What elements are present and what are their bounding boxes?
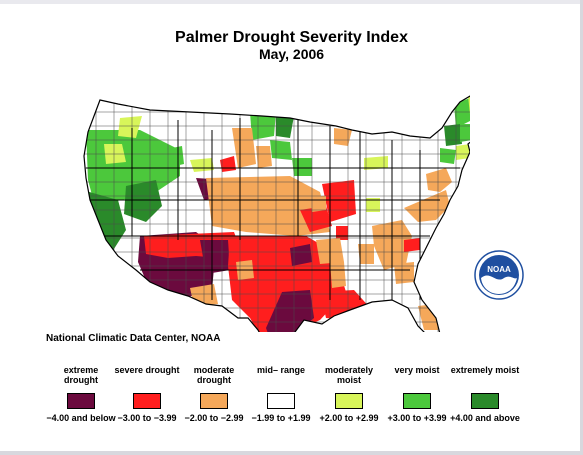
legend-swatch <box>335 393 363 409</box>
window-bottom-edge <box>0 451 583 455</box>
map-subtitle: May, 2006 <box>258 46 325 62</box>
legend-range: −2.00 to −2.99 <box>184 413 244 423</box>
legend-item-moderate-drought: moderate drought −2.00 to −2.99 <box>179 365 249 423</box>
legend-swatch <box>67 393 95 409</box>
legend-label: extremely moist <box>450 365 520 375</box>
legend-label: mid– range <box>256 365 305 375</box>
legend-range: −1.99 to +1.99 <box>251 413 311 423</box>
legend-item-extreme-drought: extreme drought −4.00 and below <box>46 365 116 423</box>
legend-range: +4.00 and above <box>450 413 520 423</box>
legend-range: +3.00 to +3.99 <box>387 413 447 423</box>
window-right-edge <box>580 0 583 455</box>
legend-swatch <box>133 393 161 409</box>
window-top-edge <box>0 0 583 4</box>
legend-range: +2.00 to +2.99 <box>319 413 379 423</box>
legend-swatch <box>403 393 431 409</box>
legend-label: extreme drought <box>63 365 99 385</box>
drought-map <box>83 95 470 332</box>
legend-label: very moist <box>394 365 440 375</box>
noaa-logo-text: NOAA <box>487 265 511 274</box>
noaa-logo: NOAA <box>474 250 524 300</box>
legend-swatch <box>200 393 228 409</box>
map-title: Palmer Drought Severity Index <box>175 29 408 46</box>
legend-label: moderately moist <box>324 365 374 385</box>
legend-item-very-moist: very moist +3.00 to +3.99 <box>382 365 452 423</box>
legend-item-extremely-moist: extremely moist +4.00 and above <box>450 365 520 423</box>
legend-label: moderate drought <box>193 365 235 385</box>
legend-item-severe-drought: severe drought −3.00 to −3.99 <box>112 365 182 423</box>
legend-label: severe drought <box>114 365 180 375</box>
source-credit: National Climatic Data Center, NOAA <box>46 333 221 344</box>
legend-range: −3.00 to −3.99 <box>117 413 177 423</box>
legend-swatch <box>471 393 499 409</box>
legend-item-moderately-moist: moderately moist +2.00 to +2.99 <box>314 365 384 423</box>
legend-item-mid-range: mid– range −1.99 to +1.99 <box>246 365 316 423</box>
legend-range: −4.00 and below <box>46 413 116 423</box>
legend-swatch <box>267 393 295 409</box>
